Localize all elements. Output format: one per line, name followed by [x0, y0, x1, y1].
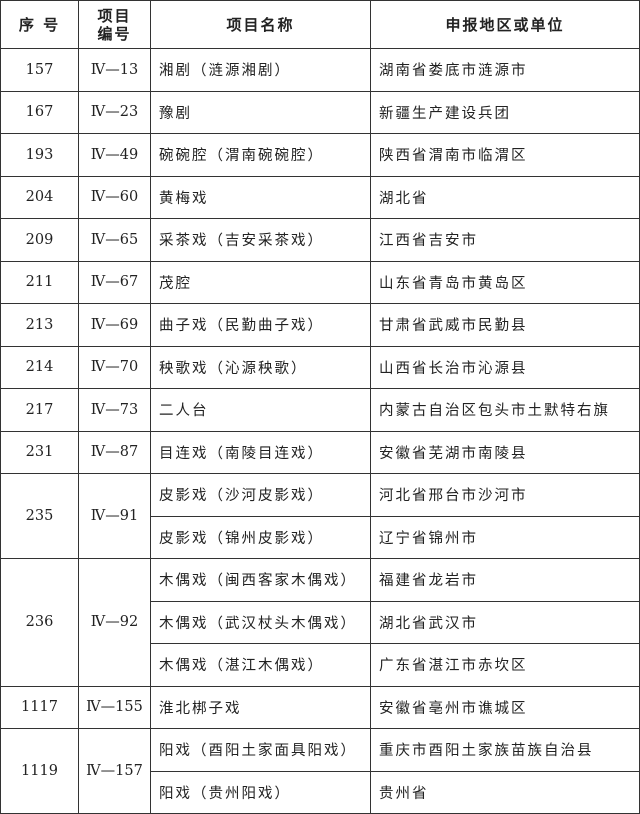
table-row: 211 Ⅳ—67 茂腔 山东省青岛市黄岛区: [0, 260, 640, 304]
table-row: 231 Ⅳ—87 目连戏（南陵目连戏） 安徽省芜湖市南陵县: [0, 430, 640, 474]
table-row: 木偶戏（武汉杖头木偶戏） 湖北省武汉市: [1, 600, 640, 644]
name-cell: 采茶戏（吉安采茶戏）: [150, 218, 371, 262]
table-row: 236 Ⅳ—92 木偶戏（闽西客家木偶戏） 福建省龙岩市: [0, 558, 640, 687]
code-cell: Ⅳ—69: [78, 303, 151, 347]
name-cell: 目连戏（南陵目连戏）: [150, 430, 371, 474]
name-cell: 皮影戏（锦州皮影戏）: [150, 515, 371, 559]
number-cell: 211: [0, 260, 79, 304]
code-cell: Ⅳ—157: [78, 728, 151, 814]
number-cell: 193: [0, 133, 79, 177]
code-cell: Ⅳ—67: [78, 260, 151, 304]
code-cell: Ⅳ—13: [78, 48, 151, 92]
table-row: 193 Ⅳ—49 碗碗腔（渭南碗碗腔） 陕西省渭南市临渭区: [0, 133, 640, 177]
code-cell: Ⅳ—73: [78, 388, 151, 432]
table-body: 157 Ⅳ—13 湘剧（涟源湘剧） 湖南省娄底市涟源市 167 Ⅳ—23 豫剧 新疆生产建设兵…: [0, 48, 640, 814]
header-cell: 项目名称: [150, 0, 371, 49]
region-cell: 陕西省渭南市临渭区: [370, 133, 640, 177]
name-cell: 木偶戏（湛江木偶戏）: [150, 643, 371, 687]
code-cell: Ⅳ—91: [78, 473, 151, 559]
name-cell: 曲子戏（民勤曲子戏）: [150, 303, 371, 347]
name-cell: 阳戏（贵州阳戏）: [150, 770, 371, 814]
region-cell: 福建省龙岩市: [370, 558, 640, 602]
number-cell: 1119: [0, 728, 79, 814]
name-cell: 木偶戏（武汉杖头木偶戏）: [150, 600, 371, 644]
table-row: 阳戏（贵州阳戏） 贵州省: [1, 770, 640, 814]
code-cell: Ⅳ—23: [78, 90, 151, 134]
header-row: 序 号 项目编号 项目名称 申报地区或单位: [0, 0, 640, 49]
number-cell: 1117: [0, 685, 79, 729]
name-cell: 黄梅戏: [150, 175, 371, 219]
code-cell: Ⅳ—49: [78, 133, 151, 177]
code-cell: Ⅳ—87: [78, 430, 151, 474]
name-cell: 皮影戏（沙河皮影戏）: [150, 473, 371, 517]
table-row: 213 Ⅳ—69 曲子戏（民勤曲子戏） 甘肃省武威市民勤县: [0, 303, 640, 347]
region-cell: 安徽省芜湖市南陵县: [370, 430, 640, 474]
region-cell: 湖北省: [370, 175, 640, 219]
header-cell: 项目编号: [78, 0, 151, 49]
region-cell: 山西省长治市沁源县: [370, 345, 640, 389]
region-cell: 江西省吉安市: [370, 218, 640, 262]
table-row: 1119 Ⅳ—157 阳戏（酉阳土家面具阳戏） 重庆市酉阳土家族苗族自治县: [0, 728, 640, 814]
region-cell: 内蒙古自治区包头市土默特右旗: [370, 388, 640, 432]
region-cell: 新疆生产建设兵团: [370, 90, 640, 134]
number-cell: 236: [0, 558, 79, 687]
number-cell: 204: [0, 175, 79, 219]
region-cell: 湖北省武汉市: [370, 600, 640, 644]
table-row: 235 Ⅳ—91 皮影戏（沙河皮影戏） 河北省邢台市沙河市: [0, 473, 640, 559]
region-cell: 贵州省: [370, 770, 640, 814]
table-row: 167 Ⅳ—23 豫剧 新疆生产建设兵团: [0, 90, 640, 134]
number-cell: 231: [0, 430, 79, 474]
number-cell: 214: [0, 345, 79, 389]
number-cell: 157: [0, 48, 79, 92]
region-cell: 广东省湛江市赤坎区: [370, 643, 640, 687]
code-cell: Ⅳ—155: [78, 685, 151, 729]
region-cell: 重庆市酉阳土家族苗族自治县: [370, 728, 640, 772]
name-cell: 豫剧: [150, 90, 371, 134]
region-cell: 辽宁省锦州市: [370, 515, 640, 559]
region-cell: 山东省青岛市黄岛区: [370, 260, 640, 304]
table-row: 157 Ⅳ—13 湘剧（涟源湘剧） 湖南省娄底市涟源市: [0, 48, 640, 92]
header-text: 项目编号: [97, 6, 132, 43]
header-cell: 申报地区或单位: [370, 0, 640, 49]
number-cell: 235: [0, 473, 79, 559]
table-row: 204 Ⅳ—60 黄梅戏 湖北省: [0, 175, 640, 219]
region-cell: 甘肃省武威市民勤县: [370, 303, 640, 347]
name-cell: 阳戏（酉阳土家面具阳戏）: [150, 728, 371, 772]
name-cell: 茂腔: [150, 260, 371, 304]
code-cell: Ⅳ—65: [78, 218, 151, 262]
table-row: 木偶戏（湛江木偶戏） 广东省湛江市赤坎区: [1, 643, 640, 687]
table-row: 214 Ⅳ—70 秧歌戏（沁源秧歌） 山西省长治市沁源县: [0, 345, 640, 389]
code-cell: Ⅳ—70: [78, 345, 151, 389]
code-cell: Ⅳ—92: [78, 558, 151, 687]
number-cell: 217: [0, 388, 79, 432]
region-cell: 湖南省娄底市涟源市: [370, 48, 640, 92]
region-cell: 安徽省亳州市谯城区: [370, 685, 640, 729]
name-cell: 秧歌戏（沁源秧歌）: [150, 345, 371, 389]
name-cell: 木偶戏（闽西客家木偶戏）: [150, 558, 371, 602]
name-cell: 湘剧（涟源湘剧）: [150, 48, 371, 92]
header-cell: 序 号: [0, 0, 79, 49]
table-row: 217 Ⅳ—73 二人台 内蒙古自治区包头市土默特右旗: [0, 388, 640, 432]
number-cell: 167: [0, 90, 79, 134]
code-cell: Ⅳ—60: [78, 175, 151, 219]
number-cell: 209: [0, 218, 79, 262]
region-cell: 河北省邢台市沙河市: [370, 473, 640, 517]
name-cell: 碗碗腔（渭南碗碗腔）: [150, 133, 371, 177]
number-cell: 213: [0, 303, 79, 347]
table-row: 皮影戏（锦州皮影戏） 辽宁省锦州市: [1, 515, 640, 559]
table-row: 209 Ⅳ—65 采茶戏（吉安采茶戏） 江西省吉安市: [0, 218, 640, 262]
table-row: 1117 Ⅳ—155 淮北梆子戏 安徽省亳州市谯城区: [0, 685, 640, 729]
name-cell: 二人台: [150, 388, 371, 432]
name-cell: 淮北梆子戏: [150, 685, 371, 729]
